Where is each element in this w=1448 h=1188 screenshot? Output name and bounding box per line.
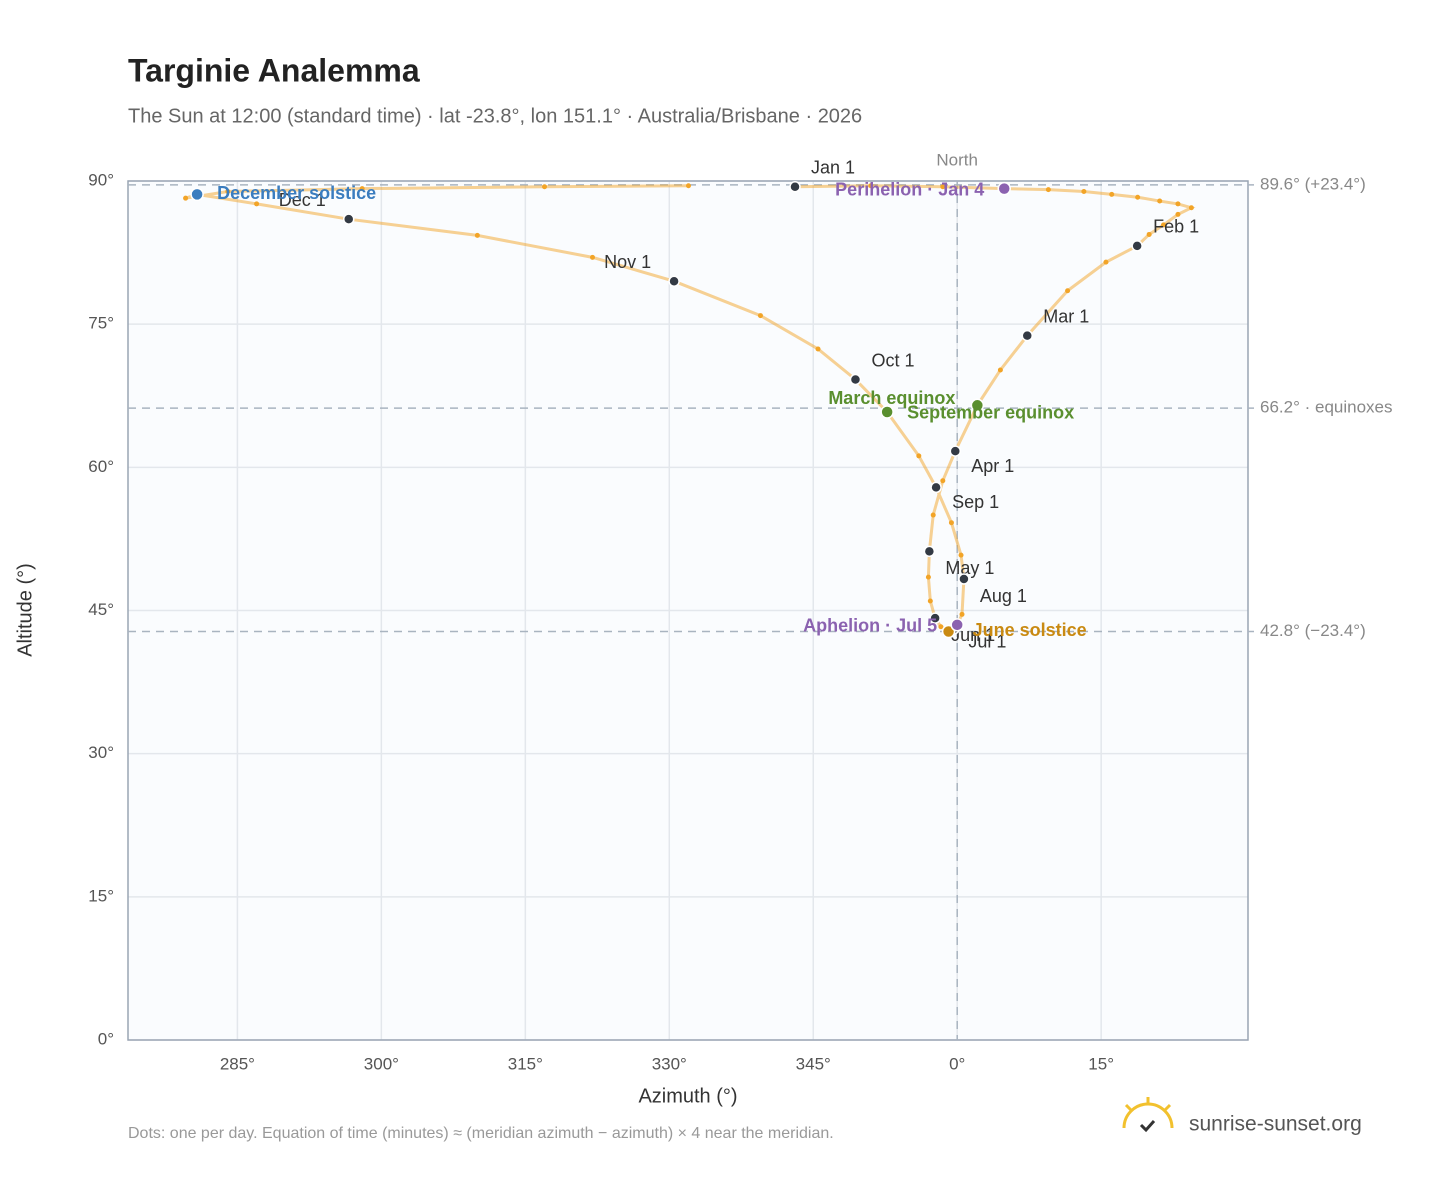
y-axis-label: Altitude (°) [14,563,36,657]
day-dot [254,201,260,207]
day-dot [1146,231,1152,237]
x-tick-label: 300° [364,1054,399,1073]
day-dot [948,520,954,526]
footnote: Dots: one per day. Equation of time (min… [128,1125,834,1142]
day-dot [359,186,365,192]
month-label: Sep 1 [952,492,999,512]
event-label: March equinox [828,388,955,408]
month-marker [342,213,355,225]
event-marker [880,405,894,419]
chart-title: Targinie Analemma [128,52,420,88]
reference-label: 42.8° (−23.4°) [1260,621,1366,640]
month-marker [958,573,970,585]
day-dot [1188,205,1194,211]
day-dot [925,574,931,580]
month-label: Feb 1 [1153,217,1199,237]
x-tick-label: 315° [508,1054,543,1073]
north-label: North [936,150,978,169]
day-dot [940,184,946,190]
day-dot [225,188,231,194]
y-tick-label: 45° [88,600,114,619]
x-tick-label: 330° [652,1054,687,1073]
day-dot [757,313,763,319]
day-dot [938,624,944,630]
day-dot [927,598,933,604]
event-marker [190,187,204,202]
month-marker [923,545,936,558]
day-dot [916,453,922,459]
brand-logo [1122,1097,1174,1133]
month-label: Mar 1 [1043,306,1089,326]
month-label: Jan 1 [811,157,855,177]
month-label: May 1 [945,558,994,578]
event-label: Perihelion · Jan 4 [835,179,984,199]
day-dot [1081,188,1087,194]
event-marker [997,181,1011,196]
day-dot [868,183,874,189]
day-dot [183,195,189,201]
day-dot [958,552,964,558]
month-marker [789,180,801,193]
y-tick-label: 60° [88,457,114,476]
day-dot [1045,187,1051,193]
month-marker [1021,329,1034,342]
month-marker [1131,240,1143,252]
month-label: Aug 1 [980,586,1027,606]
plot-border [127,180,1249,1041]
day-dot [815,346,821,352]
month-marker [949,445,962,457]
day-dot [542,184,548,190]
event-marker [950,618,964,632]
month-marker [668,275,680,287]
y-tick-label: 0° [98,1029,114,1048]
month-label: Dec 1 [279,190,326,210]
day-dot [1109,191,1115,197]
x-tick-label: 345° [796,1054,831,1073]
y-tick-label: 75° [88,314,114,333]
event-label: June solstice [973,620,1087,640]
day-dot [930,512,936,518]
month-label: Apr 1 [971,456,1014,476]
day-dot [1175,211,1181,217]
reference-label: 89.6° (+23.4°) [1260,174,1366,193]
x-tick-label: 285° [220,1054,255,1073]
chart-subtitle: The Sun at 12:00 (standard time) · lat -… [128,105,862,127]
y-tick-label: 30° [88,743,114,762]
month-marker [930,481,942,494]
x-tick-label: 0° [949,1054,965,1073]
day-dot [1175,201,1181,207]
day-dot [940,478,946,484]
day-dot [590,254,596,260]
event-marker [970,398,985,413]
day-dot [1135,194,1141,200]
y-tick-label: 90° [88,170,114,189]
reference-label: 66.2° · equinoxes [1260,398,1393,417]
x-axis-label: Azimuth (°) [638,1085,737,1107]
day-dot [474,232,480,238]
month-label: Oct 1 [871,350,914,370]
event-label: Aphelion · Jul 5 [803,616,937,636]
day-dot [1157,198,1163,204]
day-dot [1065,288,1071,294]
day-dot [1103,259,1109,265]
analemma-line [185,184,1196,634]
month-label: Nov 1 [604,252,651,272]
event-label: December solstice [217,183,376,203]
month-label: Jul 1 [968,631,1006,651]
y-tick-label: 15° [88,886,114,905]
brand: sunrise-sunset.org [1189,1113,1362,1136]
month-marker [849,373,862,386]
day-dot [997,367,1003,373]
day-dot [685,183,691,189]
x-tick-label: 15° [1088,1054,1114,1073]
event-label: September equinox [907,403,1074,423]
day-dot [1161,222,1167,228]
month-marker [929,612,941,624]
day-dot [959,611,965,617]
month-label: Jun 1 [951,625,995,645]
